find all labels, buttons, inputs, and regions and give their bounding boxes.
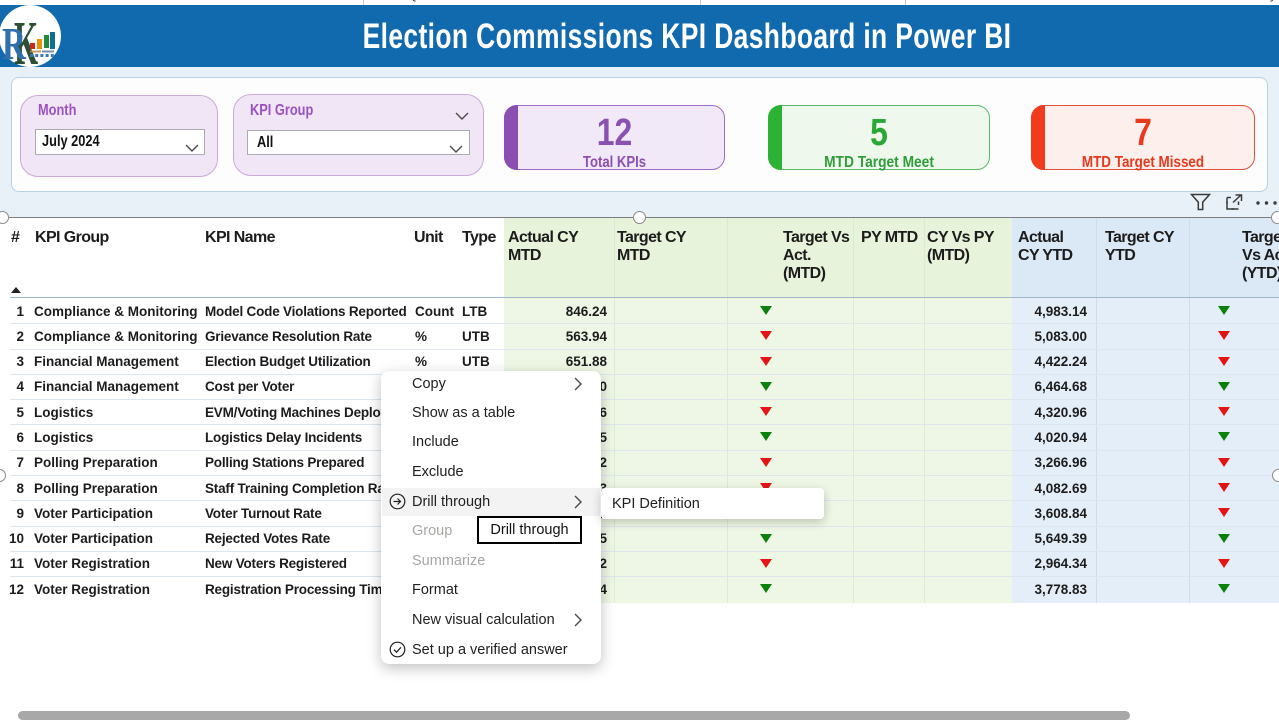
svg-text:R: R	[2, 18, 27, 68]
svg-text:K: K	[14, 8, 38, 68]
